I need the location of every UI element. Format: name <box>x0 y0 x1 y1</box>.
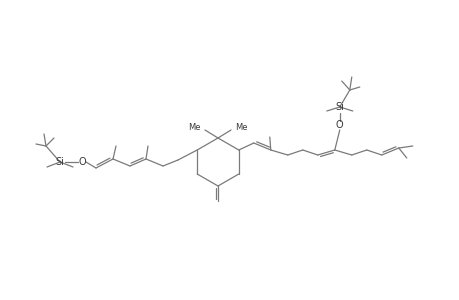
Text: O: O <box>335 120 343 130</box>
Text: Si: Si <box>335 102 343 112</box>
Text: Si: Si <box>56 157 64 167</box>
Text: Me: Me <box>235 122 247 131</box>
Text: O: O <box>78 157 86 167</box>
Text: Me: Me <box>188 122 201 131</box>
